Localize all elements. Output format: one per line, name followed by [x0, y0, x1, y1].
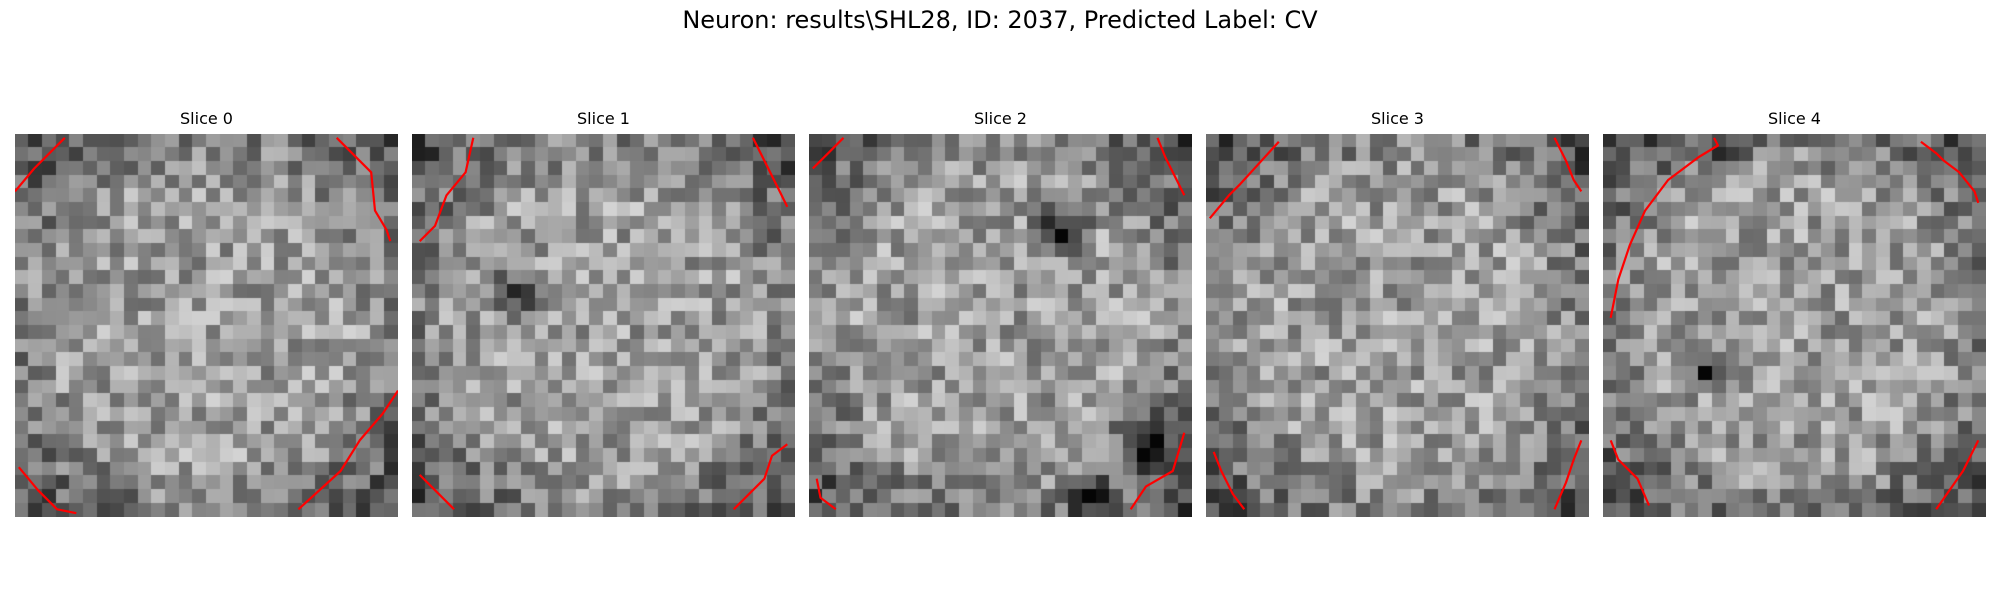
slice-image — [1603, 134, 1986, 517]
slice-panel-4: Slice 4 — [1603, 108, 1986, 517]
slice-title: Slice 0 — [180, 109, 233, 128]
slice-title: Slice 4 — [1768, 109, 1821, 128]
slice-title: Slice 1 — [577, 109, 630, 128]
slice-panel-0: Slice 0 — [15, 108, 398, 517]
slice-image — [15, 134, 398, 517]
slice-title: Slice 3 — [1371, 109, 1424, 128]
slice-image — [1206, 134, 1589, 517]
slice-title: Slice 2 — [974, 109, 1027, 128]
figure-title: Neuron: results\SHL28, ID: 2037, Predict… — [682, 6, 1318, 34]
slice-panel-2: Slice 2 — [809, 108, 1192, 517]
slice-panel-1: Slice 1 — [412, 108, 795, 517]
slice-panel-3: Slice 3 — [1206, 108, 1589, 517]
slice-image — [809, 134, 1192, 517]
slice-image — [412, 134, 795, 517]
